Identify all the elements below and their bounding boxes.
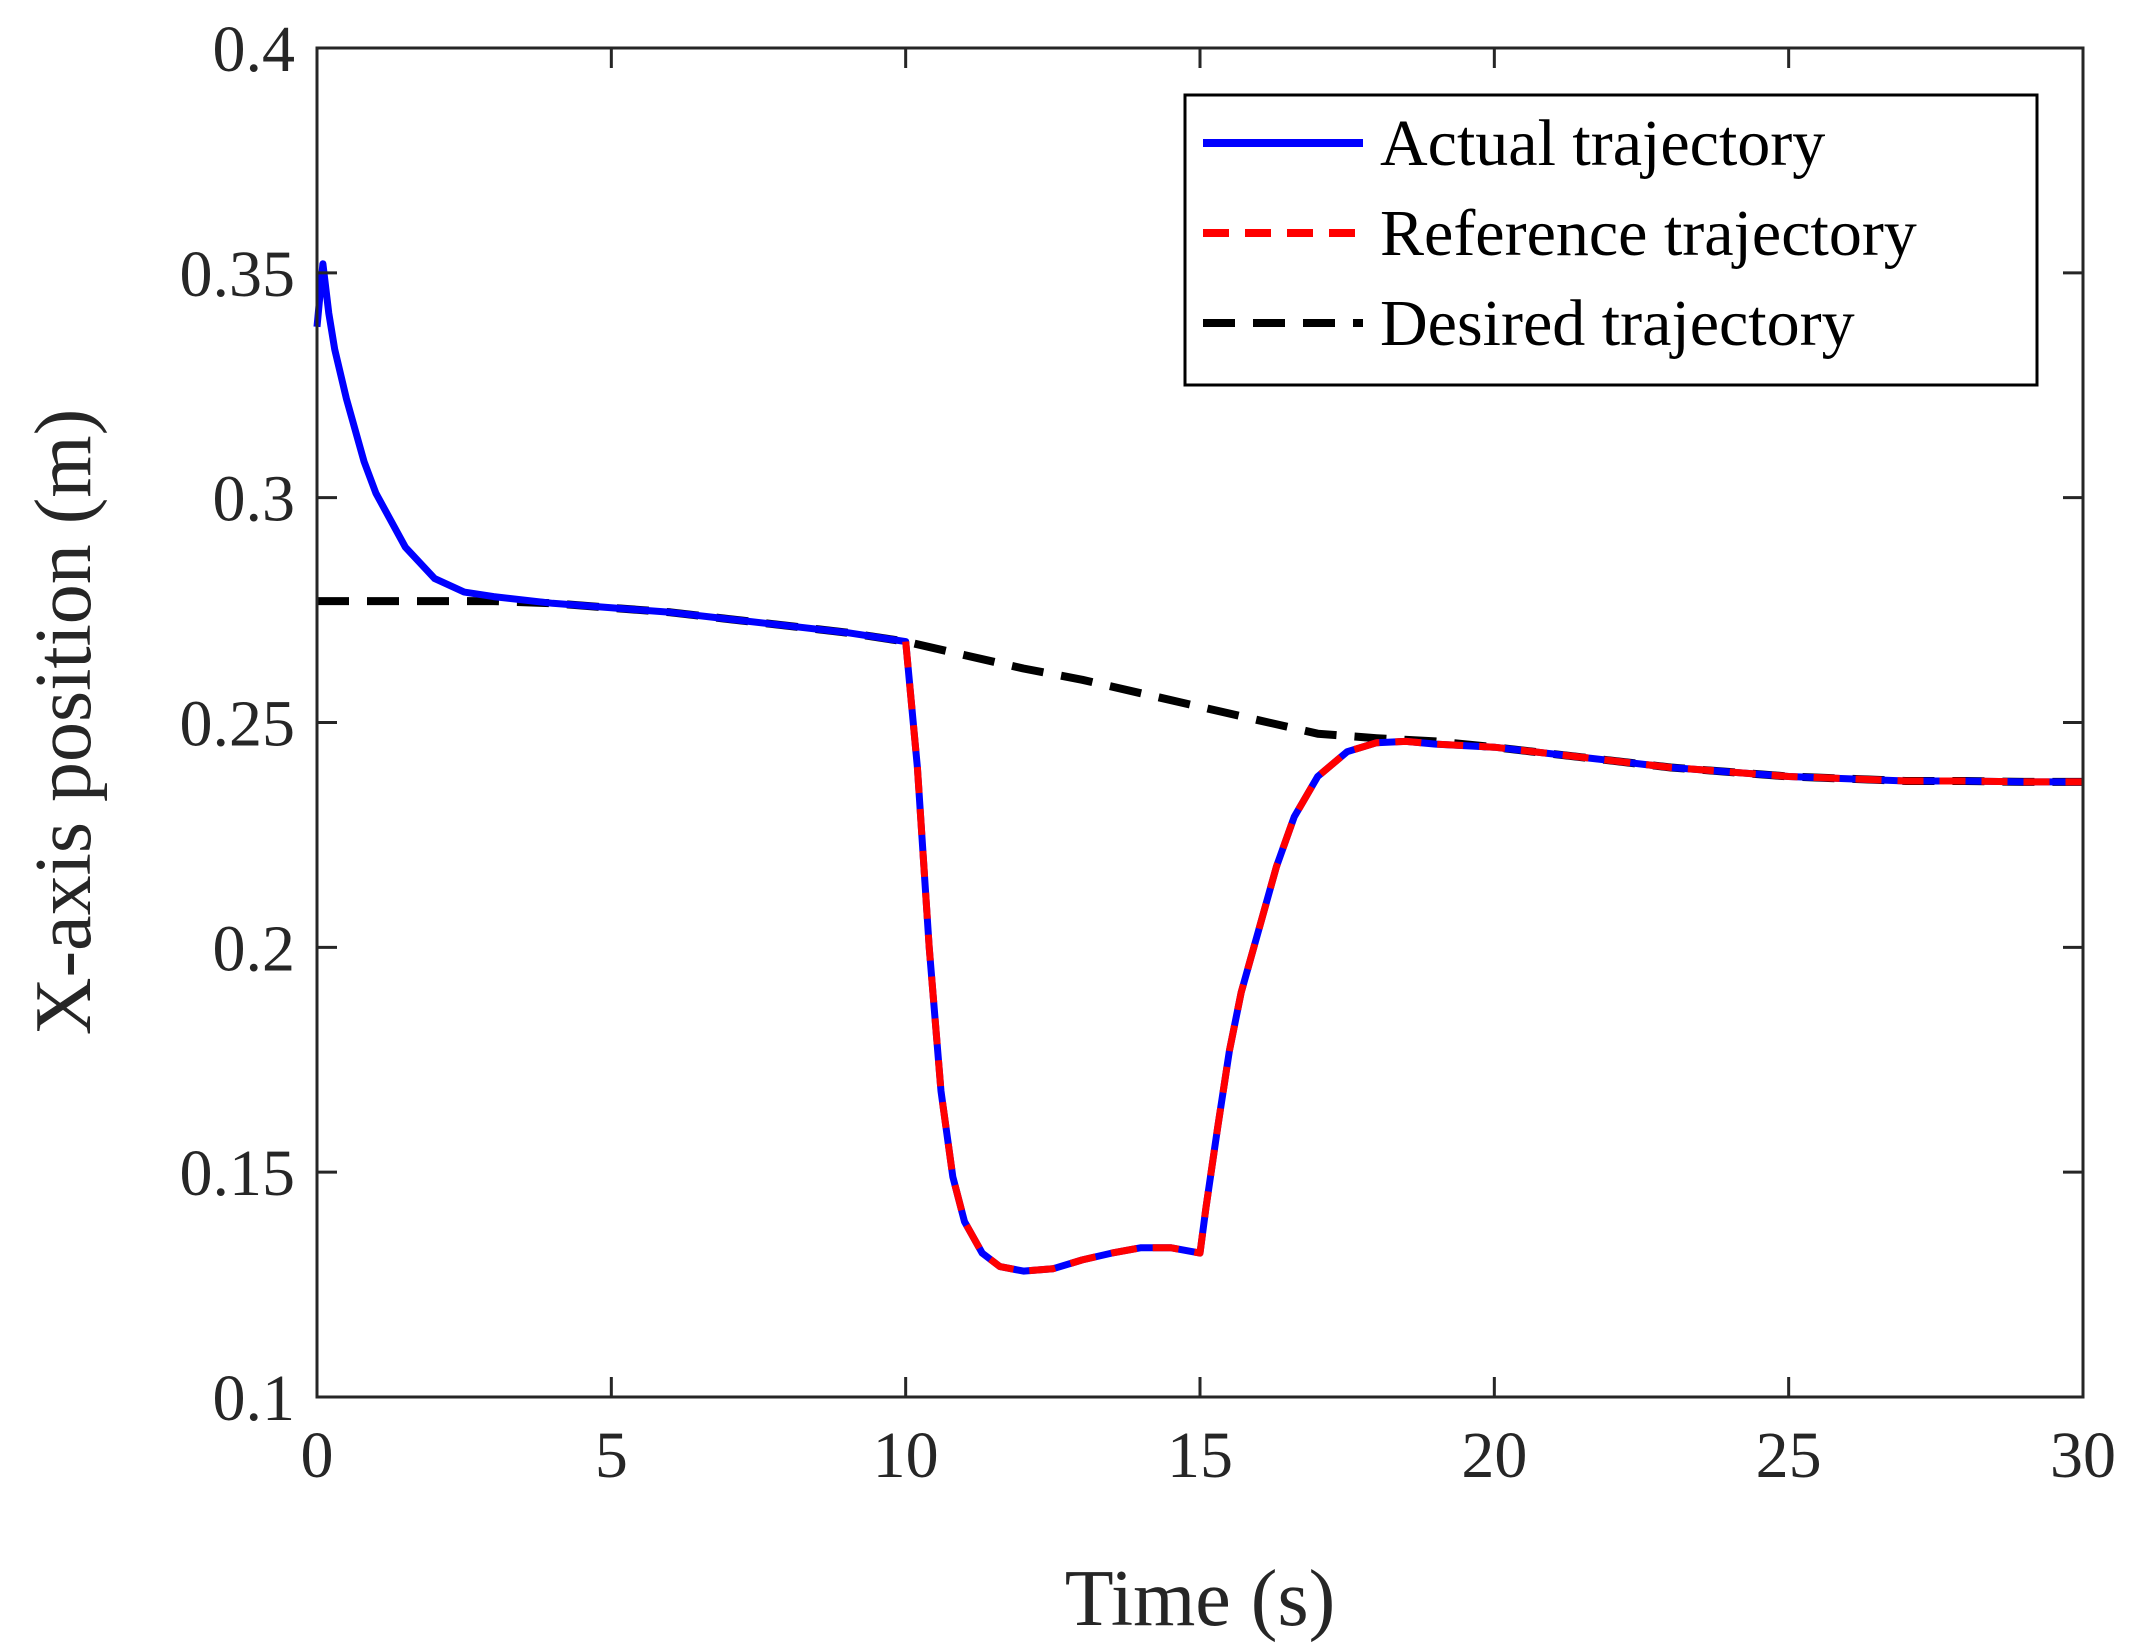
x-tick-label: 20 [1461,1419,1527,1492]
y-axis-label: X-axis position (m) [20,409,108,1036]
series-layer [313,260,2083,1275]
legend-label-actual-trajectory: Actual trajectory [1380,107,1825,180]
x-axis-label: Time (s) [1065,1555,1335,1643]
series-line-desired-trajectory [317,597,2083,786]
legend: Actual trajectory Reference trajectory Des… [1183,93,2039,387]
x-tick-label: 10 [873,1419,939,1492]
series-line-reference-trajectory [902,641,2083,1275]
x-tick-label: 5 [595,1419,628,1492]
x-tick-label: 30 [2050,1419,2116,1492]
x-tick-label: 15 [1167,1419,1233,1492]
x-tick-label: 25 [1756,1419,1822,1492]
y-tick-label: 0.3 [213,463,296,536]
y-tick-label: 0.2 [213,912,296,985]
legend-label-desired-trajectory: Desired trajectory [1380,287,1855,360]
y-tick-label: 0.1 [213,1362,296,1435]
y-tick-label: 0.35 [180,238,296,311]
y-tick-label: 0.25 [180,688,296,761]
legend-label-reference-trajectory: Reference trajectory [1380,197,1917,270]
x-tick-label: 0 [301,1419,334,1492]
y-tick-label: 0.4 [213,13,296,86]
y-tick-label: 0.15 [180,1137,296,1210]
ticks-layer: 0 5 10 15 20 25 30 0.1 0.15 0.2 0.25 0.3 0.35 0.4 [180,13,2117,1492]
